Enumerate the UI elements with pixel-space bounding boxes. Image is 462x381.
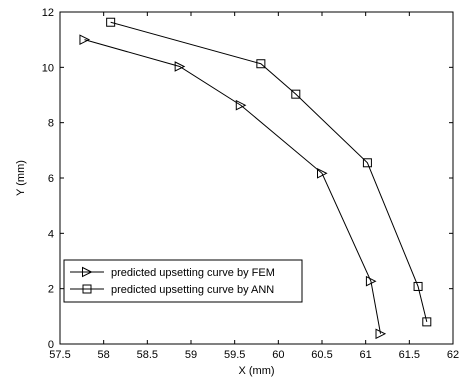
x-tick-label: 57.5 bbox=[49, 349, 70, 361]
y-tick-label: 8 bbox=[48, 118, 54, 130]
data-point bbox=[422, 317, 432, 327]
x-tick-label: 59.5 bbox=[224, 349, 245, 361]
y-tick-label: 0 bbox=[48, 339, 54, 351]
legend: predicted upsetting curve by FEM predicte… bbox=[63, 259, 303, 303]
legend-box bbox=[63, 259, 303, 303]
x-tick-label: 59 bbox=[185, 349, 197, 361]
data-point bbox=[235, 99, 247, 111]
y-tick-label: 4 bbox=[48, 228, 54, 240]
legend-entry: predicted upsetting curve by ANN bbox=[70, 284, 274, 296]
data-point bbox=[362, 158, 372, 168]
legend-label: predicted upsetting curve by FEM bbox=[111, 267, 275, 279]
series-layer bbox=[79, 17, 432, 340]
legend-marker bbox=[82, 284, 92, 294]
x-axis-label: X (mm) bbox=[238, 365, 274, 377]
data-point bbox=[291, 89, 301, 99]
y-axis-ticks: 0 2 4 6 8 10 12 bbox=[42, 7, 453, 351]
legend-entry: predicted upsetting curve by FEM bbox=[70, 266, 275, 279]
x-tick-label: 60 bbox=[272, 349, 284, 361]
y-tick-label: 12 bbox=[42, 7, 54, 19]
data-point bbox=[413, 281, 423, 291]
x-tick-label: 61 bbox=[360, 349, 372, 361]
data-point bbox=[256, 59, 266, 69]
x-tick-label: 60.5 bbox=[311, 349, 332, 361]
data-point bbox=[79, 34, 91, 45]
data-point bbox=[375, 328, 387, 340]
data-point bbox=[365, 275, 377, 287]
x-tick-label: 58.5 bbox=[137, 349, 158, 361]
series-ann bbox=[106, 17, 432, 327]
y-tick-label: 10 bbox=[42, 62, 54, 74]
y-axis-label: Y (mm) bbox=[15, 160, 27, 196]
series-line bbox=[84, 39, 382, 334]
data-point bbox=[174, 61, 186, 72]
x-tick-label: 61.5 bbox=[399, 349, 420, 361]
data-point bbox=[317, 167, 328, 179]
series-line bbox=[110, 21, 428, 322]
legend-label: predicted upsetting curve by ANN bbox=[111, 284, 274, 296]
x-tick-label: 58 bbox=[98, 349, 110, 361]
y-tick-label: 6 bbox=[48, 173, 54, 185]
y-tick-label: 2 bbox=[48, 284, 54, 296]
data-point bbox=[106, 17, 116, 27]
series-fem bbox=[79, 34, 387, 340]
legend-marker bbox=[82, 266, 93, 278]
x-tick-label: 62 bbox=[447, 349, 459, 361]
x-axis-ticks: 57.5 58 58.5 59 59.5 60 60.5 61 61.5 62 bbox=[49, 12, 459, 361]
